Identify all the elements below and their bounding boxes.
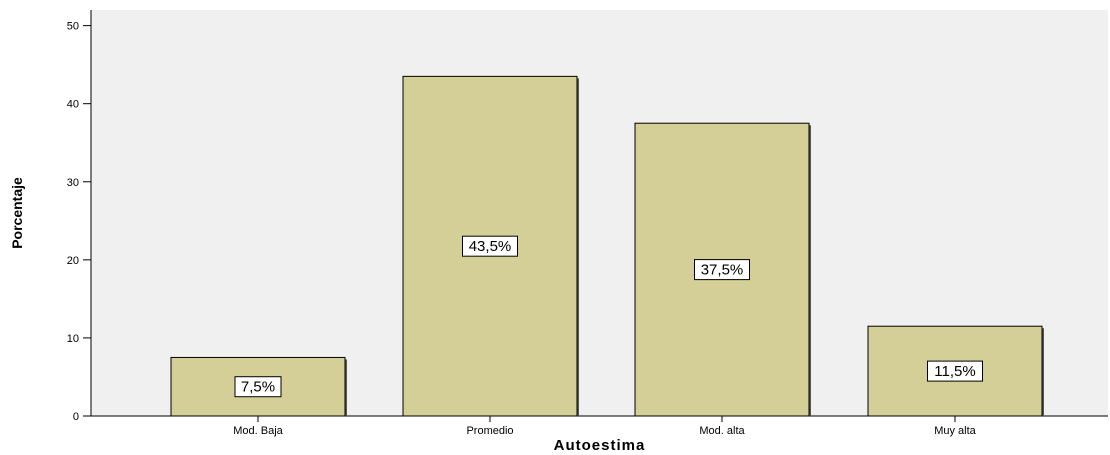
data-label-box: [694, 259, 750, 281]
x-tick-label: Muy alta: [934, 425, 976, 437]
y-tick-label: 50: [67, 21, 79, 33]
bars: 7,5% 43,5% 37,5% 11,5%: [170, 75, 1044, 417]
data-label-box: [234, 376, 282, 398]
data-label-box: [462, 235, 518, 257]
x-tick-label: Mod. alta: [699, 425, 745, 437]
x-axis-title: Autoestima: [554, 437, 646, 454]
y-axis-title: Porcentaje: [9, 177, 25, 249]
data-label: 7,5%: [241, 379, 275, 396]
y-tick-label: 20: [67, 255, 79, 267]
data-label: 11,5%: [934, 363, 975, 380]
data-label: 37,5%: [701, 262, 744, 279]
y-tick-label: 0: [73, 411, 79, 423]
data-label-box: [927, 360, 983, 382]
y-tick-label: 10: [67, 333, 79, 345]
x-tick-label: Mod. Baja: [233, 425, 283, 437]
y-ticks: 0 10 20 30 40 50: [67, 21, 91, 423]
x-ticks: Mod. Baja Promedio Mod. alta Muy alta: [233, 416, 977, 437]
y-tick-label: 30: [67, 177, 79, 189]
y-tick-label: 40: [67, 99, 79, 111]
x-tick-label: Promedio: [466, 425, 513, 437]
data-label: 43,5%: [469, 238, 512, 255]
